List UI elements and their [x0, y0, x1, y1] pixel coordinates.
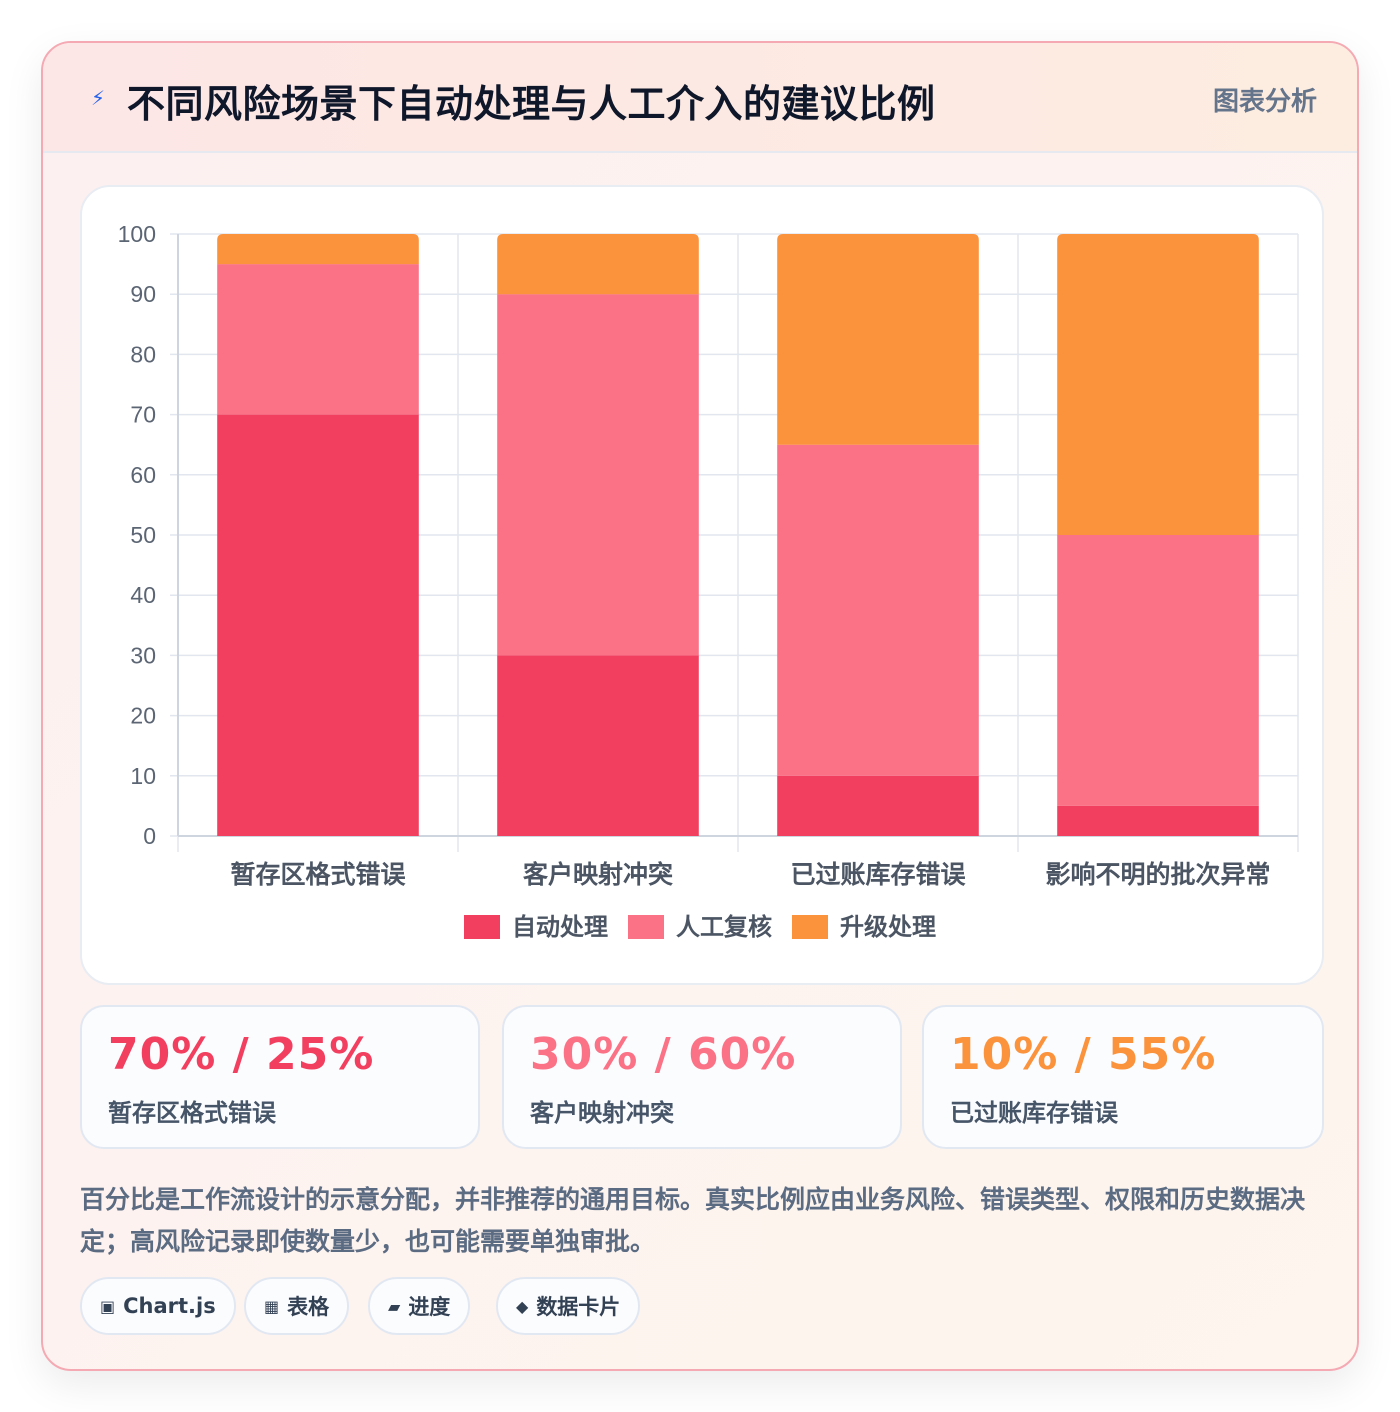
- y-tick-label: 40: [130, 582, 156, 608]
- y-tick-label: 90: [130, 281, 156, 307]
- x-tick-label: 影响不明的批次异常: [1045, 860, 1270, 889]
- y-tick-label: 60: [130, 462, 156, 488]
- legend-label: 自动处理: [512, 913, 608, 941]
- stat-label-3: 已过账库存错误: [950, 1099, 1118, 1127]
- legend-label: 升级处理: [840, 913, 936, 941]
- y-tick-label: 80: [130, 341, 156, 367]
- bar-segment: [1057, 805, 1259, 836]
- chip-chartjs[interactable]: ▣ Chart.js: [80, 1277, 236, 1335]
- bar-segment: [1057, 535, 1259, 806]
- bar-segment: [217, 414, 419, 836]
- lightning-icon: ⚡: [90, 86, 106, 110]
- bar-segment: [497, 655, 699, 836]
- chart-note: 百分比是工作流设计的示意分配，并非推荐的通用目标。真实比例应由业务风险、错误类型…: [80, 1185, 1306, 1256]
- bar-segment: [497, 294, 699, 656]
- page-title: 不同风险场景下自动处理与人工介入的建议比例: [127, 82, 936, 126]
- table-icon: ▦: [264, 1296, 280, 1316]
- y-tick-label: 0: [143, 823, 156, 849]
- chip-label: 数据卡片: [536, 1295, 621, 1319]
- bar-segment: [217, 264, 419, 415]
- header-tag: 图表分析: [1212, 87, 1317, 117]
- chart-panel: 0 10 20 30 40 50 60 70 80 90 100 暂存区格式错误 客户映射冲突 已过账库存…: [80, 185, 1324, 985]
- stat-label-2: 客户映射冲突: [530, 1099, 674, 1127]
- x-tick-label: 暂存区格式错误: [230, 860, 406, 889]
- chart-icon: ▣: [100, 1296, 116, 1316]
- stat-card-1: 70% / 25% 暂存区格式错误: [80, 1005, 480, 1149]
- progress-icon: ▰: [388, 1296, 401, 1316]
- y-tick-label: 70: [130, 402, 156, 428]
- card-icon: ◆: [516, 1296, 529, 1316]
- y-tick-label: 100: [118, 221, 156, 247]
- bar-segment: [497, 234, 699, 295]
- y-tick-label: 20: [130, 703, 156, 729]
- y-tick-label: 50: [130, 522, 156, 548]
- stat-value-1: 70% / 25%: [108, 1029, 375, 1080]
- legend-swatch: [792, 915, 828, 939]
- legend-label: 人工复核: [676, 913, 772, 941]
- bar-segment: [217, 234, 419, 265]
- stat-card-2: 30% / 60% 客户映射冲突: [502, 1005, 902, 1149]
- bar-segment: [777, 234, 979, 445]
- x-tick-label: 已过账库存错误: [790, 860, 966, 889]
- chip-progress[interactable]: ▰ 进度: [368, 1277, 471, 1335]
- chip-data-card[interactable]: ◆ 数据卡片: [496, 1277, 641, 1335]
- chip-label: 表格: [287, 1295, 330, 1319]
- y-tick-label: 10: [130, 763, 156, 789]
- card-header: ⚡ 不同风险场景下自动处理与人工介入的建议比例 图表分析: [43, 43, 1357, 153]
- y-tick-label: 30: [130, 642, 156, 668]
- bar-segment: [1057, 234, 1259, 535]
- legend-swatch: [628, 915, 664, 939]
- bar-segment: [777, 775, 979, 836]
- chip-label: 进度: [408, 1295, 451, 1319]
- chip-table[interactable]: ▦ 表格: [244, 1277, 350, 1335]
- stat-value-3: 10% / 55%: [950, 1029, 1217, 1080]
- stat-label-1: 暂存区格式错误: [108, 1099, 276, 1127]
- bar-segment: [777, 444, 979, 776]
- chip-label: Chart.js: [123, 1294, 216, 1318]
- stat-value-2: 30% / 60%: [530, 1029, 797, 1080]
- legend-swatch: [464, 915, 500, 939]
- x-tick-label: 客户映射冲突: [523, 860, 673, 889]
- stacked-bar-chart: 0 10 20 30 40 50 60 70 80 90 100 暂存区格式错误 客户映射冲突 已过账库存…: [118, 221, 1299, 941]
- chart-card: ⚡ 不同风险场景下自动处理与人工介入的建议比例 图表分析 0 10 20 30 40 50…: [41, 41, 1359, 1371]
- stat-card-3: 10% / 55% 已过账库存错误: [922, 1005, 1324, 1149]
